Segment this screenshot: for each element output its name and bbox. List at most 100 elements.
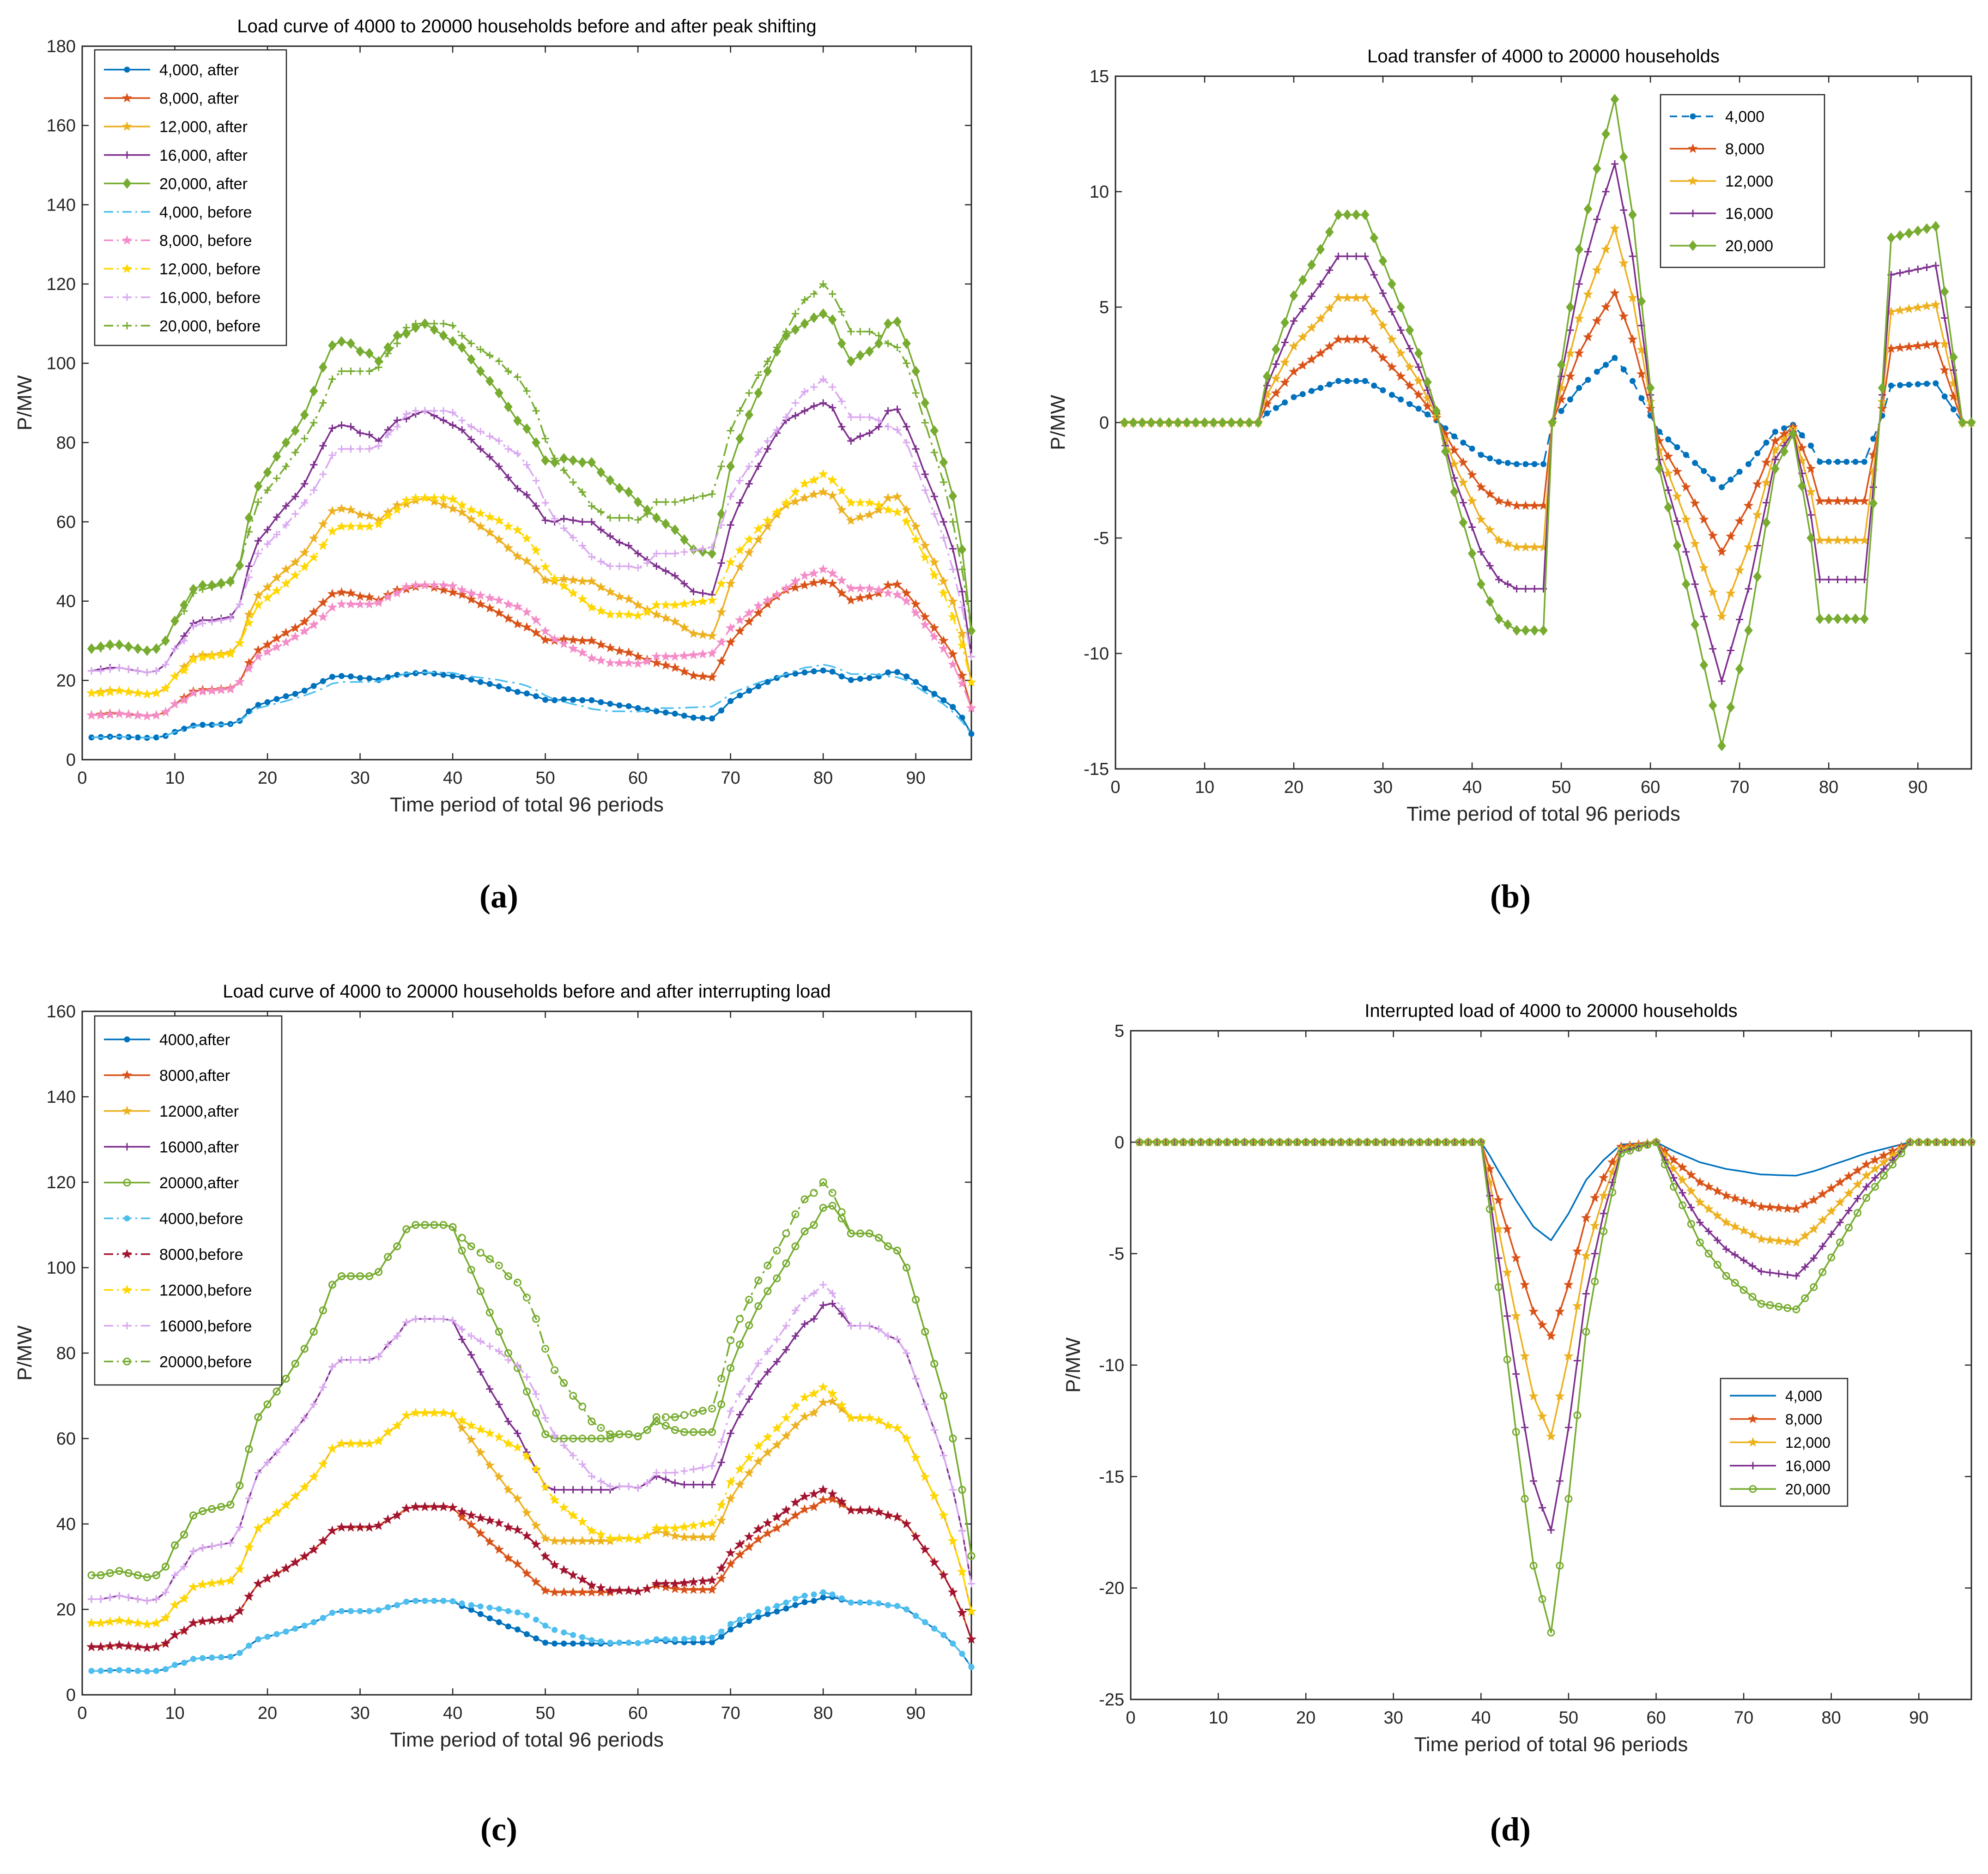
chart-a-series-20-000-before-point [347, 367, 355, 375]
chart-a-title: Load curve of 4000 to 20000 households b… [237, 16, 816, 36]
chart-a-series-16-000-after-point [819, 399, 827, 407]
chart-b-series-8-000-point [1378, 352, 1388, 363]
chart-c-series-8000-before-point [401, 1503, 412, 1513]
chart-b-series-8-000-point [1877, 403, 1887, 413]
chart-d-series-20-000-point [1941, 1138, 1949, 1146]
chart-d-series-8-000-point [1546, 1330, 1556, 1341]
chart-a-series-4-000-after-point [894, 669, 901, 675]
chart-d-series-16-000-point [1740, 1257, 1748, 1264]
chart-c-series-16000-after-point [727, 1429, 734, 1437]
chart-d-series-20-000-point [1564, 1495, 1573, 1503]
chart-c-series-16000-before-point [532, 1390, 540, 1398]
chart-a-series-12-000-before-point [133, 688, 143, 698]
chart-c-series-4000-after-point [524, 1631, 530, 1638]
chart-c-series-4000-before-point [829, 1591, 836, 1598]
chart-c-series-8000-before-point [540, 1551, 551, 1561]
chart-d-series-12-000-point [1493, 1224, 1504, 1233]
chart-a-series-12-000-before-point [938, 588, 949, 598]
chart-c-series-16000-before-point [523, 1373, 531, 1381]
chart-a-series-16-000-after-point [504, 473, 512, 481]
chart-b-series-16-000-point [1504, 580, 1512, 588]
chart-c-series-8000-before-point [790, 1497, 800, 1507]
chart-b-series-8-000-point [1494, 496, 1504, 506]
chart-a-series-16-000-after-point [921, 471, 929, 478]
chart-c-series-8000-after-point [512, 1559, 523, 1569]
chart-b-series-4-000-point [1906, 381, 1912, 388]
chart-d-series-20-000-point [1591, 1277, 1599, 1286]
chart-a-series-20-000-before-point [523, 387, 531, 395]
chart-c-series-16000-before-point [217, 1541, 225, 1548]
chart-c-series-12000-before-point [540, 1481, 551, 1492]
chart-a-legend-entry-12-000-after-marker [122, 121, 132, 131]
chart-a-series-12-000-before-point [475, 508, 486, 518]
chart-b-series-16-000-point [1308, 292, 1315, 300]
chart-a-series-20-000-after-point [291, 425, 300, 436]
chart-d-legend-entry-4-000-label: 4,000 [1785, 1388, 1822, 1404]
chart-c-series-8000-after-point [549, 1587, 560, 1597]
chart-c-series-20000-after-point [754, 1302, 763, 1310]
chart-c-series-12000-before-point [373, 1436, 384, 1445]
chart-a-series-4-000-after-point [134, 734, 141, 741]
chart-a-series-20-000-before-point [291, 448, 299, 456]
chart-b-series-12-000-point [1824, 535, 1834, 545]
chart-c-series-20000-before-point [874, 1233, 883, 1242]
chart-c-legend-entry-8000-before-marker [122, 1249, 132, 1258]
chart-c-series-4000-before-point [848, 1599, 854, 1606]
chart-c-series-8000-after-point [494, 1544, 504, 1554]
chart-a-series-12-000-before-point [401, 495, 412, 505]
chart-b-legend-entry-20-000-label: 20,000 [1725, 237, 1773, 255]
chart-d-series-20-000-point [1162, 1138, 1170, 1146]
chart-d-series-16-000-point [1880, 1165, 1888, 1173]
chart-c-series-4000-before-point [672, 1636, 678, 1643]
chart-a-series-20-000-before-point [282, 462, 290, 470]
chart-c-legend-entry-4000-before: 4000,before [104, 1210, 243, 1227]
chart-d-series-16-000-point [1801, 1263, 1809, 1271]
chart-d-series-20-000-point [1170, 1138, 1179, 1146]
chart-c-series-4000-before-point [718, 1628, 725, 1635]
chart-c-legend-entry-20000-after-label: 20000,after [159, 1174, 239, 1192]
chart-c-series-20000-before-point [124, 1569, 133, 1577]
chart-a-series-8-000-before-point [614, 658, 624, 667]
chart-a-series-8-000-before-point [753, 600, 764, 611]
chart-c-xtick-label: 80 [813, 1704, 833, 1723]
chart-a-series-16-000-after-point [393, 417, 401, 424]
chart-c-series-12000-before-point [558, 1502, 569, 1512]
chart-a-series-8-000-after-point [485, 603, 495, 613]
chart-d-series-8-000-point [1826, 1183, 1836, 1193]
chart-a-xtick-label: 50 [535, 768, 555, 788]
chart-c-series-8000-before-point [160, 1638, 171, 1648]
chart-b-series-20-000-point [1262, 371, 1272, 382]
chart-c-series-4000-before-point [774, 1603, 780, 1609]
chart-a-series-8-000-before-point [966, 702, 976, 713]
chart-a-series-20-000-before-point [727, 427, 734, 435]
chart-d-series-16-000-point [1845, 1207, 1853, 1215]
chart-a-series-16-000-after-point [884, 407, 892, 415]
chart-c-series-20000-before-point [226, 1500, 235, 1509]
chart-b-xtick-label: 60 [1641, 778, 1660, 797]
chart-c-series-16000-before-point [782, 1322, 790, 1330]
chart-c-xtick-label: 10 [165, 1704, 184, 1723]
chart-c-series-20000-before-point [152, 1571, 160, 1579]
chart-c-series-16000-before-point [477, 1337, 485, 1345]
chart-b-series-4-000-point [1371, 382, 1377, 389]
chart-a-series-4-000-after-point [801, 669, 808, 676]
chart-d-series-12-000-point [1879, 1157, 1889, 1167]
chart-b-series-12-000-point [1289, 341, 1299, 351]
chart-c-series-8000-before-point [707, 1575, 717, 1585]
chart-d-series-20-000-point [1818, 1268, 1827, 1276]
chart-c-series-20000-after-point [523, 1387, 531, 1396]
chart-c-series-4000-after-point [505, 1623, 511, 1630]
chart-a-series-20-000-before-point [162, 637, 170, 645]
chart-a-series-8-000-before-point [457, 585, 467, 594]
chart-c-series-8000-before-point [475, 1512, 486, 1523]
chart-a-series-16-000-before-point [245, 574, 253, 581]
chart-a-series-12-000-before-point [772, 507, 782, 517]
chart-c-series-8000-before-point [836, 1496, 847, 1506]
chart-d-legend-entry-12-000-label: 12,000 [1785, 1434, 1830, 1451]
chart-a-series-16-000-before-point [875, 417, 883, 424]
chart-a-series-12-000-before-point [568, 588, 578, 598]
chart-c-series-20000-before-point [328, 1281, 336, 1289]
chart-c-series-8000-after-point [485, 1536, 495, 1547]
chart-a-series-16-000-before-point [801, 388, 809, 396]
chart-d-series-20-000-point [1740, 1286, 1748, 1294]
